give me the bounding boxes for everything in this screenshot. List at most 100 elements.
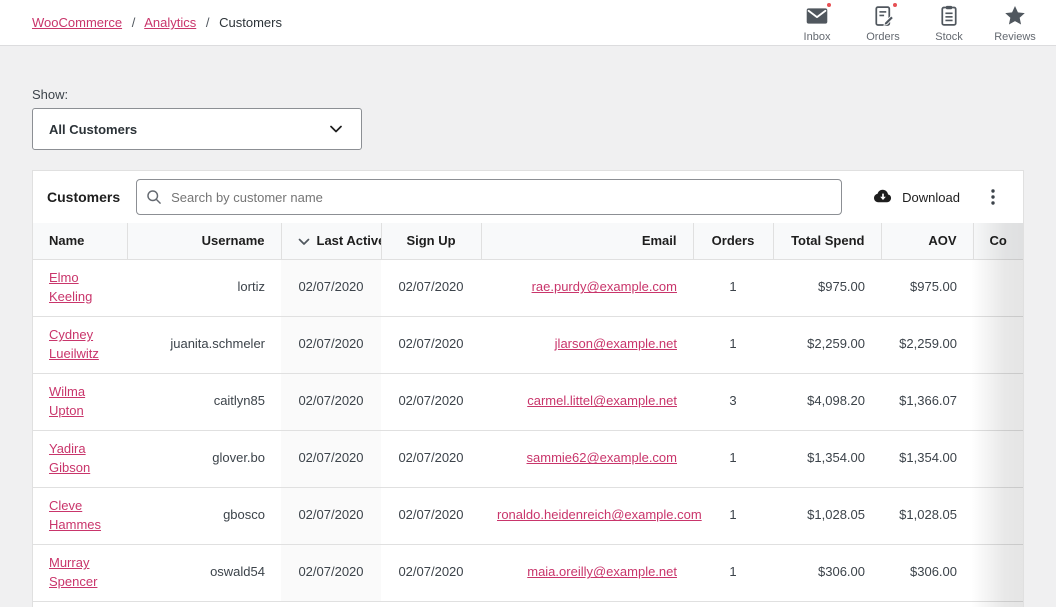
breadcrumb-current-page: Customers bbox=[219, 15, 282, 30]
breadcrumb-link-analytics[interactable]: Analytics bbox=[144, 15, 196, 30]
cell-username: juanita.schmeler bbox=[127, 316, 281, 373]
cell-sign_up: 02/07/2020 bbox=[381, 487, 481, 544]
cell-aov: $1,028.05 bbox=[881, 487, 973, 544]
column-header-total_spend[interactable]: Total Spend bbox=[773, 223, 881, 259]
activity-tab-label: Stock bbox=[935, 31, 963, 43]
cloud-download-icon bbox=[872, 185, 894, 210]
email-link[interactable]: jlarson@example.net bbox=[555, 336, 677, 351]
cell-aov: $1,366.07 bbox=[881, 373, 973, 430]
table-menu-button[interactable] bbox=[978, 181, 1008, 213]
cell-email: maia.oreilly@example.net bbox=[481, 544, 693, 601]
column-header-label: Username bbox=[202, 233, 265, 248]
activity-tab-label: Reviews bbox=[994, 31, 1036, 43]
cell-orders: 1 bbox=[693, 259, 773, 316]
email-link[interactable]: ronaldo.heidenreich@example.com bbox=[497, 507, 702, 522]
search-box bbox=[136, 179, 842, 215]
search-icon bbox=[145, 188, 163, 209]
cell-aov: $306.00 bbox=[881, 544, 973, 601]
cell-total_spend: $975.00 bbox=[773, 259, 881, 316]
cell-total_spend: $4,098.20 bbox=[773, 373, 881, 430]
dropdown-selected-value: All Customers bbox=[49, 122, 137, 137]
cell-sign_up: 02/07/2020 bbox=[381, 430, 481, 487]
name-link[interactable]: Cydney Lueilwitz bbox=[49, 327, 99, 360]
cell-email: rae.purdy@example.com bbox=[481, 259, 693, 316]
column-header-label: Total Spend bbox=[791, 233, 864, 248]
column-header-username[interactable]: Username bbox=[127, 223, 281, 259]
name-link[interactable]: Yadira Gibson bbox=[49, 441, 90, 474]
cell-country bbox=[973, 316, 1023, 373]
table-row: Murray Spenceroswald5402/07/202002/07/20… bbox=[33, 544, 1023, 601]
cell-aov: $975.00 bbox=[881, 259, 973, 316]
table-row: Cydney Lueilwitz juanita.schmeler02/07/20… bbox=[33, 316, 1023, 373]
stock-icon bbox=[936, 3, 962, 29]
breadcrumb: WooCommerce / Analytics / Customers bbox=[0, 15, 282, 30]
table-row: Elmo Keelinglortiz02/07/202002/07/2020ra… bbox=[33, 259, 1023, 316]
cell-country bbox=[973, 544, 1023, 601]
column-header-orders[interactable]: Orders bbox=[693, 223, 773, 259]
name-link[interactable]: Cleve Hammes bbox=[49, 498, 101, 531]
breadcrumb-separator: / bbox=[132, 15, 136, 30]
column-header-sign_up[interactable]: Sign Up bbox=[381, 223, 481, 259]
activity-tab-label: Inbox bbox=[804, 31, 831, 43]
column-header-last_active[interactable]: Last Active bbox=[281, 223, 381, 259]
column-header-country[interactable]: Co bbox=[973, 223, 1023, 259]
column-header-label: Orders bbox=[712, 233, 755, 248]
activity-tab-inbox[interactable]: Inbox bbox=[784, 1, 850, 45]
column-header-email[interactable]: Email bbox=[481, 223, 693, 259]
cell-orders: 1 bbox=[693, 487, 773, 544]
column-header-aov[interactable]: AOV bbox=[881, 223, 973, 259]
cell-total_spend: $1,028.05 bbox=[773, 487, 881, 544]
table-row: Wilma Uptoncaitlyn8502/07/202002/07/2020… bbox=[33, 373, 1023, 430]
activity-tab-stock[interactable]: Stock bbox=[916, 1, 982, 45]
orders-icon bbox=[870, 3, 896, 29]
table-row: Yadira Gibsonglover.bo02/07/202002/07/20… bbox=[33, 430, 1023, 487]
name-link[interactable]: Wilma Upton bbox=[49, 384, 85, 417]
cell-sign_up: 02/07/2020 bbox=[381, 373, 481, 430]
cell-sign_up: 02/07/2020 bbox=[381, 259, 481, 316]
cell-last_active: 02/07/2020 bbox=[281, 487, 381, 544]
cell-username: caitlyn85 bbox=[127, 373, 281, 430]
activity-tab-orders[interactable]: Orders bbox=[850, 1, 916, 45]
email-link[interactable]: carmel.littel@example.net bbox=[527, 393, 677, 408]
cell-name: Murray Spencer bbox=[33, 544, 127, 601]
breadcrumb-link-woocommerce[interactable]: WooCommerce bbox=[32, 15, 122, 30]
email-link[interactable]: rae.purdy@example.com bbox=[532, 279, 677, 294]
table-card-header: Customers Download bbox=[33, 171, 1023, 223]
cell-name: Yadira Gibson bbox=[33, 430, 127, 487]
column-header-label: AOV bbox=[928, 233, 956, 248]
table-body: Elmo Keelinglortiz02/07/202002/07/2020ra… bbox=[33, 259, 1023, 607]
cell-email: carmel.littel@example.net bbox=[481, 373, 693, 430]
column-header-label: Last Active bbox=[317, 233, 382, 248]
email-link[interactable]: sammie62@example.com bbox=[527, 450, 677, 465]
activity-tab-reviews[interactable]: Reviews bbox=[982, 1, 1048, 45]
cell-email: jlarson@example.net bbox=[481, 316, 693, 373]
column-header-label: Email bbox=[642, 233, 677, 248]
cell-username: oswald54 bbox=[127, 544, 281, 601]
customers-table-card: Customers Download bbox=[32, 170, 1024, 607]
table-scroll-container[interactable]: Name Username Last ActiveSign Up Email Order… bbox=[33, 223, 1023, 607]
cell-email: ronaldo.heidenreich@example.com bbox=[481, 487, 693, 544]
name-link[interactable]: Elmo Keeling bbox=[49, 270, 92, 303]
cell-username: lortiz bbox=[127, 259, 281, 316]
top-header-bar: WooCommerce / Analytics / Customers Inbo… bbox=[0, 0, 1056, 46]
cell-last_active: 02/07/2020 bbox=[281, 373, 381, 430]
cell-last_active: 02/07/2020 bbox=[281, 316, 381, 373]
cell-orders: 1 bbox=[693, 316, 773, 373]
column-header-name[interactable]: Name bbox=[33, 223, 127, 259]
cell-country bbox=[973, 487, 1023, 544]
download-button[interactable]: Download bbox=[868, 179, 964, 216]
column-header-label: Co bbox=[990, 233, 1007, 248]
reviews-icon bbox=[1002, 3, 1028, 29]
cell-country bbox=[973, 259, 1023, 316]
cell-total_spend: $306.00 bbox=[773, 544, 881, 601]
card-title: Customers bbox=[47, 189, 120, 205]
email-link[interactable]: maia.oreilly@example.net bbox=[527, 564, 677, 579]
cell-last_active: 02/07/2020 bbox=[281, 430, 381, 487]
customers-filter-dropdown[interactable]: All Customers bbox=[32, 108, 362, 150]
cell-name: Elmo Keeling bbox=[33, 259, 127, 316]
name-link[interactable]: Murray Spencer bbox=[49, 555, 97, 588]
search-input[interactable] bbox=[136, 179, 842, 215]
show-filter-label: Show: bbox=[32, 87, 1024, 102]
cell-name: Cleve Hammes bbox=[33, 487, 127, 544]
unread-badge bbox=[891, 1, 899, 9]
